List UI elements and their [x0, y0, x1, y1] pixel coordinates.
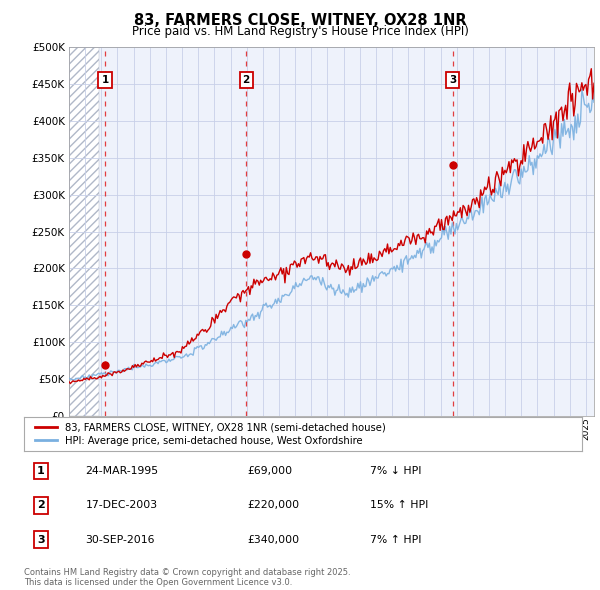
Text: £340,000: £340,000 — [247, 535, 299, 545]
Text: 3: 3 — [37, 535, 44, 545]
Text: Price paid vs. HM Land Registry's House Price Index (HPI): Price paid vs. HM Land Registry's House … — [131, 25, 469, 38]
Text: 1: 1 — [37, 466, 44, 476]
Text: 24-MAR-1995: 24-MAR-1995 — [85, 466, 158, 476]
Text: 2: 2 — [242, 75, 250, 84]
Text: 83, FARMERS CLOSE, WITNEY, OX28 1NR: 83, FARMERS CLOSE, WITNEY, OX28 1NR — [134, 13, 466, 28]
Text: 3: 3 — [449, 75, 456, 84]
Text: 1: 1 — [101, 75, 109, 84]
Text: 2: 2 — [37, 500, 44, 510]
Text: 15% ↑ HPI: 15% ↑ HPI — [370, 500, 428, 510]
Text: Contains HM Land Registry data © Crown copyright and database right 2025.
This d: Contains HM Land Registry data © Crown c… — [24, 568, 350, 587]
Text: 7% ↓ HPI: 7% ↓ HPI — [370, 466, 421, 476]
Text: 30-SEP-2016: 30-SEP-2016 — [85, 535, 155, 545]
Text: £220,000: £220,000 — [247, 500, 299, 510]
Text: 17-DEC-2003: 17-DEC-2003 — [85, 500, 158, 510]
Text: 7% ↑ HPI: 7% ↑ HPI — [370, 535, 421, 545]
Text: £69,000: £69,000 — [247, 466, 292, 476]
Legend: 83, FARMERS CLOSE, WITNEY, OX28 1NR (semi-detached house), HPI: Average price, s: 83, FARMERS CLOSE, WITNEY, OX28 1NR (sem… — [35, 422, 385, 446]
